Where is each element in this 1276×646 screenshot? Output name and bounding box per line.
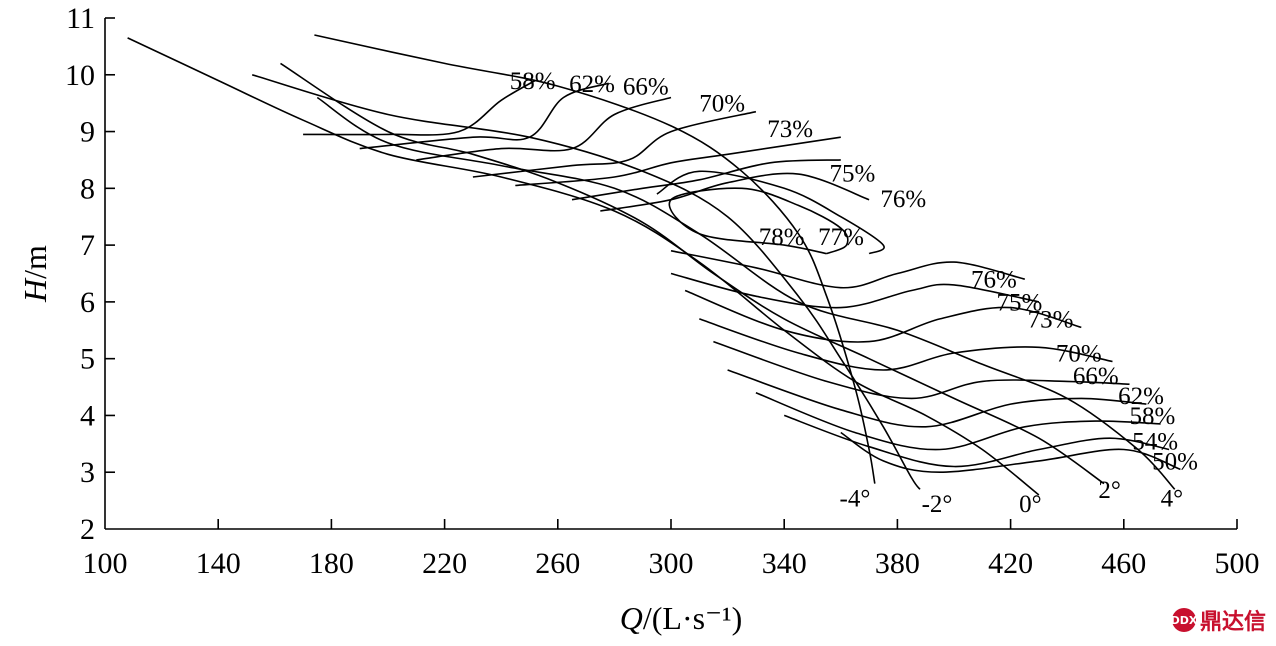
axes: 100 140 180 220 260 300 340 380 420 460 5002345678… <box>17 2 1260 636</box>
efficiency-contour <box>713 340 1130 400</box>
efficiency-contour <box>840 431 1181 474</box>
efficiency-contour <box>684 289 1082 343</box>
head-curve <box>251 74 921 490</box>
x-tick-label: 260 <box>535 547 580 580</box>
efficiency-contour <box>755 391 1161 451</box>
efficiency-contour <box>670 272 1040 309</box>
y-tick-label: 3 <box>80 456 95 489</box>
efficiency-label: 62% <box>569 71 615 98</box>
y-tick-label: 4 <box>80 399 95 432</box>
x-tick-label: 100 <box>83 547 128 580</box>
efficiency-label: 75% <box>996 289 1042 316</box>
angle-label: -4° <box>840 485 871 512</box>
head-curve <box>316 96 1176 490</box>
efficiency-label: 77% <box>818 224 864 251</box>
efficiency-label: 75% <box>829 161 875 188</box>
efficiency-contour <box>359 82 609 150</box>
y-tick-label: 6 <box>80 286 95 319</box>
curves <box>127 34 1181 496</box>
x-axis-title: Q/(L·s⁻¹) <box>620 600 742 636</box>
x-tick-label: 220 <box>422 547 467 580</box>
x-tick-label: 380 <box>875 547 920 580</box>
efficiency-contour <box>670 250 1025 289</box>
efficiency-label: 76% <box>971 267 1017 294</box>
efficiency-label: 58% <box>1129 403 1175 430</box>
head-curve <box>314 34 876 484</box>
y-tick-label: 11 <box>66 2 95 35</box>
head-curve <box>280 62 1105 485</box>
efficiency-contour <box>416 96 672 161</box>
efficiency-label: 70% <box>699 91 745 118</box>
y-tick-label: 5 <box>80 343 95 376</box>
watermark-text: 鼎达信 <box>1199 610 1266 635</box>
angle-label: 2° <box>1098 477 1121 504</box>
efficiency-contour <box>472 110 757 178</box>
efficiency-label: 78% <box>759 224 805 251</box>
efficiency-contour <box>699 318 1113 371</box>
efficiency-label: 73% <box>767 116 813 143</box>
efficiency-contour <box>303 79 536 136</box>
y-tick-label: 2 <box>80 513 95 546</box>
y-tick-label: 10 <box>65 59 95 92</box>
efficiency-label: 54% <box>1132 429 1178 456</box>
watermark-logo-icon: DDX <box>1171 608 1197 632</box>
efficiency-contour <box>656 170 885 255</box>
angle-label: -2° <box>922 491 953 518</box>
efficiency-contour <box>571 159 841 201</box>
efficiency-contour <box>600 172 870 212</box>
head-curve <box>127 37 1040 496</box>
efficiency-label: 62% <box>1118 383 1164 410</box>
x-tick-label: 460 <box>1101 547 1146 580</box>
efficiency-contour <box>515 136 841 187</box>
angle-label: 0° <box>1019 491 1042 518</box>
x-tick-label: 180 <box>309 547 354 580</box>
y-tick-label: 9 <box>80 116 95 149</box>
x-tick-label: 420 <box>988 547 1033 580</box>
efficiency-label: 50% <box>1152 448 1198 475</box>
efficiency-label: 76% <box>880 186 926 213</box>
efficiency-contour <box>727 369 1147 428</box>
x-tick-label: 340 <box>762 547 807 580</box>
efficiency-label: 73% <box>1028 306 1074 333</box>
angle-label: 4° <box>1161 485 1184 512</box>
efficiency-contour <box>783 414 1170 468</box>
efficiency-label: 66% <box>623 74 669 101</box>
x-tick-label: 500 <box>1215 547 1260 580</box>
y-axis-title: H/m <box>17 245 53 303</box>
efficiency-label: 70% <box>1056 341 1102 368</box>
x-tick-label: 300 <box>649 547 694 580</box>
y-tick-label: 8 <box>80 172 95 205</box>
x-tick-label: 140 <box>196 547 241 580</box>
y-tick-label: 7 <box>80 229 95 262</box>
efficiency-contour <box>668 187 849 255</box>
efficiency-label: 66% <box>1073 363 1119 390</box>
labels: 58% 62% 66%70%73%75%76%78% 77%76%75%73%70%6… <box>510 68 1198 518</box>
efficiency-label: 58% <box>510 68 556 95</box>
watermark: DDX 鼎达信 <box>1171 604 1266 636</box>
